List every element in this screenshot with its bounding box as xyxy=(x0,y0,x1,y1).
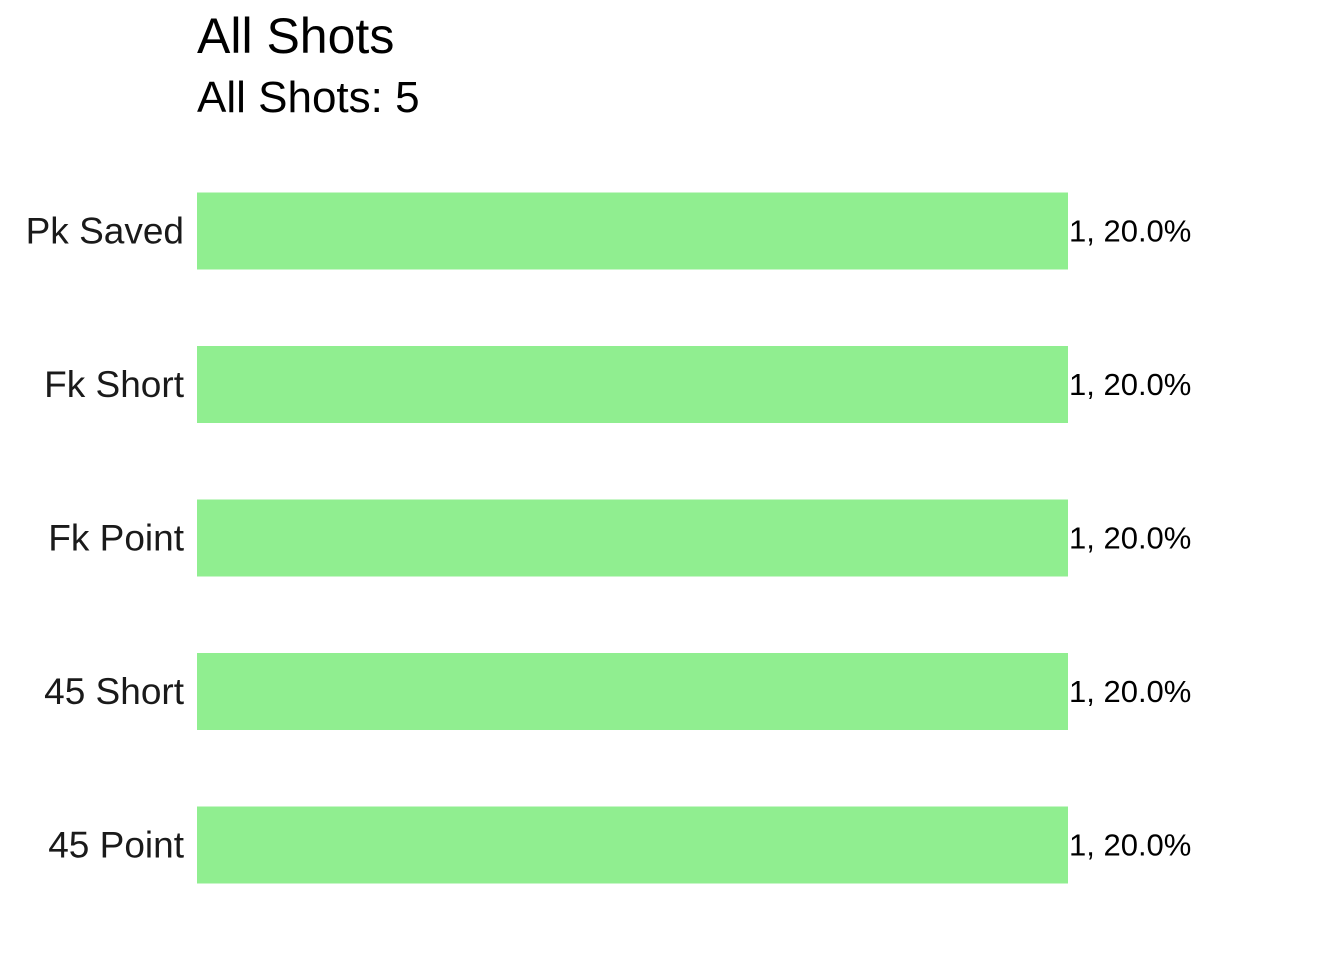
bar-fk-point xyxy=(197,500,1068,577)
bars-layer xyxy=(197,193,1068,884)
data-label: 1, 20.0% xyxy=(1069,367,1191,402)
category-label: 45 Point xyxy=(48,825,184,866)
data-label: 1, 20.0% xyxy=(1069,674,1191,709)
category-label: Fk Short xyxy=(44,364,185,405)
bar-45-short xyxy=(197,653,1068,730)
category-label: Pk Saved xyxy=(26,211,184,252)
bar-pk-saved xyxy=(197,193,1068,270)
bar-fk-short xyxy=(197,346,1068,423)
data-label: 1, 20.0% xyxy=(1069,828,1191,863)
bar-45-point xyxy=(197,807,1068,884)
data-label: 1, 20.0% xyxy=(1069,214,1191,249)
data-label: 1, 20.0% xyxy=(1069,521,1191,556)
category-label: 45 Short xyxy=(44,671,185,712)
category-label: Fk Point xyxy=(48,518,184,559)
